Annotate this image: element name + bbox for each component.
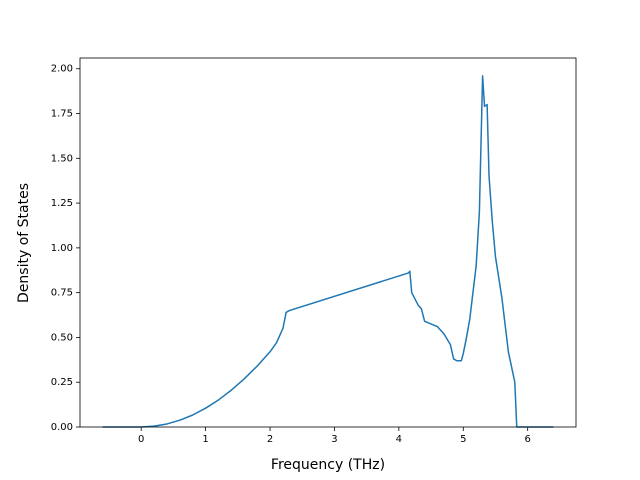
x-tick-label: 1 — [202, 434, 208, 445]
x-tick-label: 5 — [460, 434, 466, 445]
y-tick-label: 2.00 — [51, 64, 73, 75]
x-tick-label: 0 — [138, 434, 144, 445]
y-tick-label: 0.00 — [51, 422, 73, 433]
x-tick-label: 6 — [525, 434, 531, 445]
plot-frame — [79, 57, 577, 428]
x-tick-label: 3 — [331, 434, 337, 445]
line — [102, 75, 554, 428]
x-tick-label: 4 — [396, 434, 402, 445]
y-tick-label: 0.50 — [51, 332, 73, 343]
y-tick-label: 0.25 — [51, 377, 73, 388]
y-tick-label: 1.75 — [51, 109, 73, 120]
x-axis-label: Frequency (THz) — [271, 457, 385, 473]
y-tick-label: 0.75 — [51, 288, 73, 299]
y-axis-label: Density of States — [16, 183, 32, 303]
x-tick-label: 2 — [267, 434, 273, 445]
y-tick-label: 1.25 — [51, 198, 73, 209]
y-tick-label: 1.00 — [51, 243, 73, 254]
y-tick-label: 1.50 — [51, 153, 73, 164]
